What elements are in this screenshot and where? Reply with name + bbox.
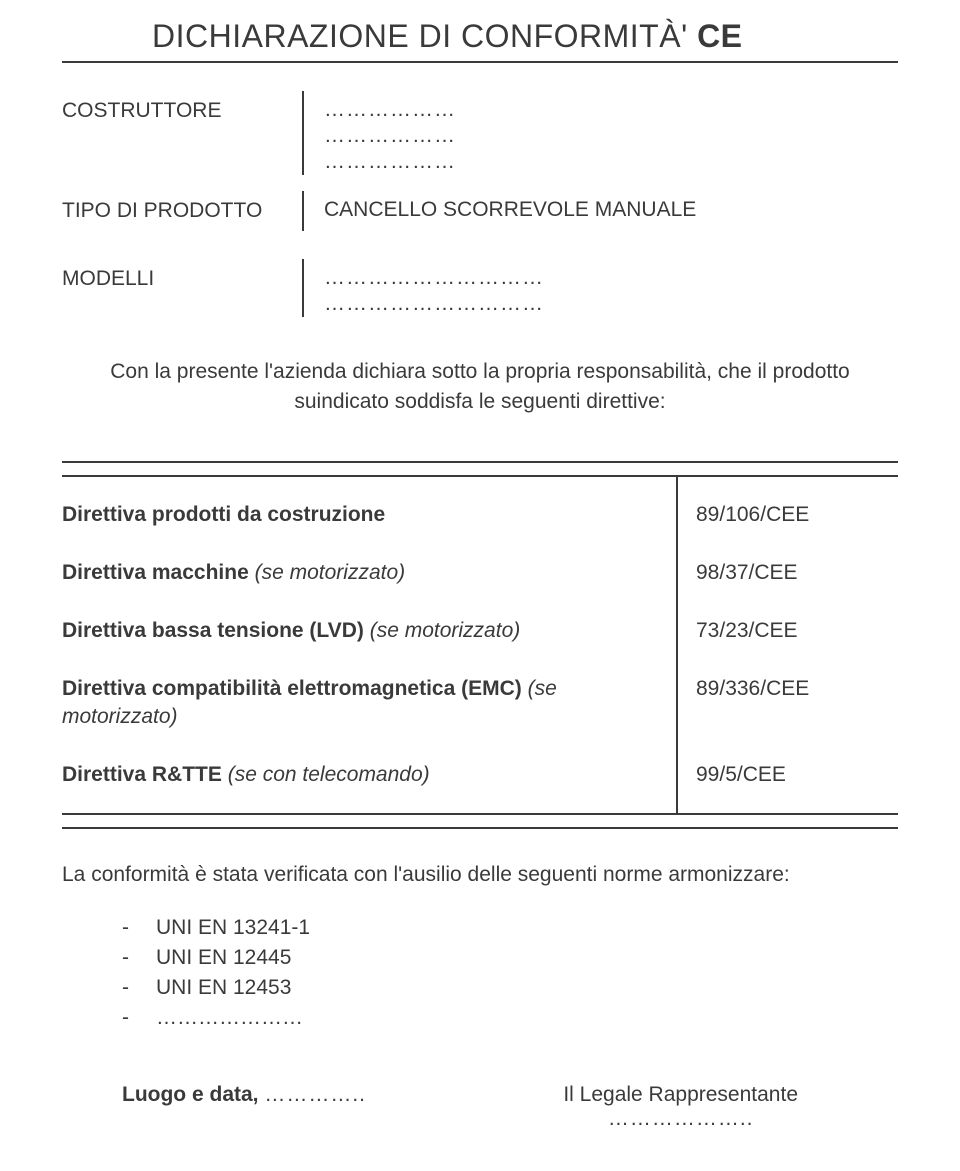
dash: - [122,913,156,943]
norm-item: -………………… [122,1003,898,1033]
directive-name: Direttiva compatibilità elettromagnetica… [62,677,522,700]
directive-row: Direttiva prodotti da costruzione [62,501,658,529]
field-costruttore: COSTRUTTORE ……………… ……………… ……………… [62,91,898,175]
directives-foot-gap [62,813,898,827]
directive-name: Direttiva bassa tensione (LVD) [62,619,364,642]
norm-text: UNI EN 13241-1 [156,913,310,943]
directive-code: 99/5/CEE [696,761,898,789]
directive-name: Direttiva prodotti da costruzione [62,503,385,526]
directive-row: Direttiva macchine (se motorizzato) [62,559,658,587]
footer-luogo: Luogo e data, ………….. [62,1083,366,1131]
footer-legal-rep: Il Legale Rappresentante ……………….. [563,1083,898,1131]
directives-body: Direttiva prodotti da costruzione Dirett… [62,477,898,813]
legal-rep-dots: ……………….. [563,1107,798,1131]
dash: - [122,943,156,973]
directives-left-column: Direttiva prodotti da costruzione Dirett… [62,477,676,813]
directive-qualifier: (se motorizzato) [255,561,406,584]
directives-head-gap [62,463,898,477]
directive-code: 89/106/CEE [696,501,898,529]
tipo-value: CANCELLO SCORREVOLE MANUALE [304,191,898,223]
directive-row: Direttiva compatibilità elettromagnetica… [62,675,658,731]
legal-rep-label: Il Legale Rappresentante [563,1083,798,1107]
tipo-label: TIPO DI PRODOTTO [62,191,302,223]
footer: Luogo e data, ………….. Il Legale Rappresen… [62,1083,898,1131]
title-underline [62,61,898,63]
directive-code: 98/37/CEE [696,559,898,587]
norms-list: -UNI EN 13241-1 -UNI EN 12445 -UNI EN 12… [62,913,898,1033]
luogo-dots: ………….. [264,1083,366,1106]
directive-code: 73/23/CEE [696,617,898,645]
norm-text: ………………… [156,1003,303,1033]
norm-item: -UNI EN 12445 [122,943,898,973]
directives-table: Direttiva prodotti da costruzione Dirett… [62,461,898,829]
title-ce: CE [697,18,742,54]
directives-right-column: 89/106/CEE 98/37/CEE 73/23/CEE 89/336/CE… [678,477,898,813]
document-title: DICHIARAZIONE DI CONFORMITÀ' CE [152,18,898,55]
norm-text: UNI EN 12445 [156,943,291,973]
modelli-value: ………………………… ………………………… [304,259,898,317]
norm-item: -UNI EN 13241-1 [122,913,898,943]
costruttore-label: COSTRUTTORE [62,91,302,123]
directive-name: Direttiva macchine [62,561,249,584]
dash: - [122,973,156,1003]
directive-name: Direttiva R&TTE [62,763,222,786]
directive-qualifier: (se con telecomando) [228,763,430,786]
modelli-label: MODELLI [62,259,302,291]
field-tipo: TIPO DI PRODOTTO CANCELLO SCORREVOLE MAN… [62,191,898,231]
directive-qualifier: (se motorizzato) [370,619,521,642]
costruttore-value: ……………… ……………… ……………… [304,91,898,175]
directive-code: 89/336/CEE [696,675,898,703]
title-main: DICHIARAZIONE DI CONFORMITÀ' [152,18,688,54]
dash: - [122,1003,156,1033]
conformity-text: La conformità è stata verificata con l'a… [62,863,898,887]
field-modelli: MODELLI ………………………… ………………………… [62,259,898,317]
norm-item: -UNI EN 12453 [122,973,898,1003]
directive-row: Direttiva bassa tensione (LVD) (se motor… [62,617,658,645]
luogo-label: Luogo e data, [122,1083,259,1106]
norm-text: UNI EN 12453 [156,973,291,1003]
directive-row: Direttiva R&TTE (se con telecomando) [62,761,658,789]
declaration-text: Con la presente l'azienda dichiara sotto… [62,357,898,417]
